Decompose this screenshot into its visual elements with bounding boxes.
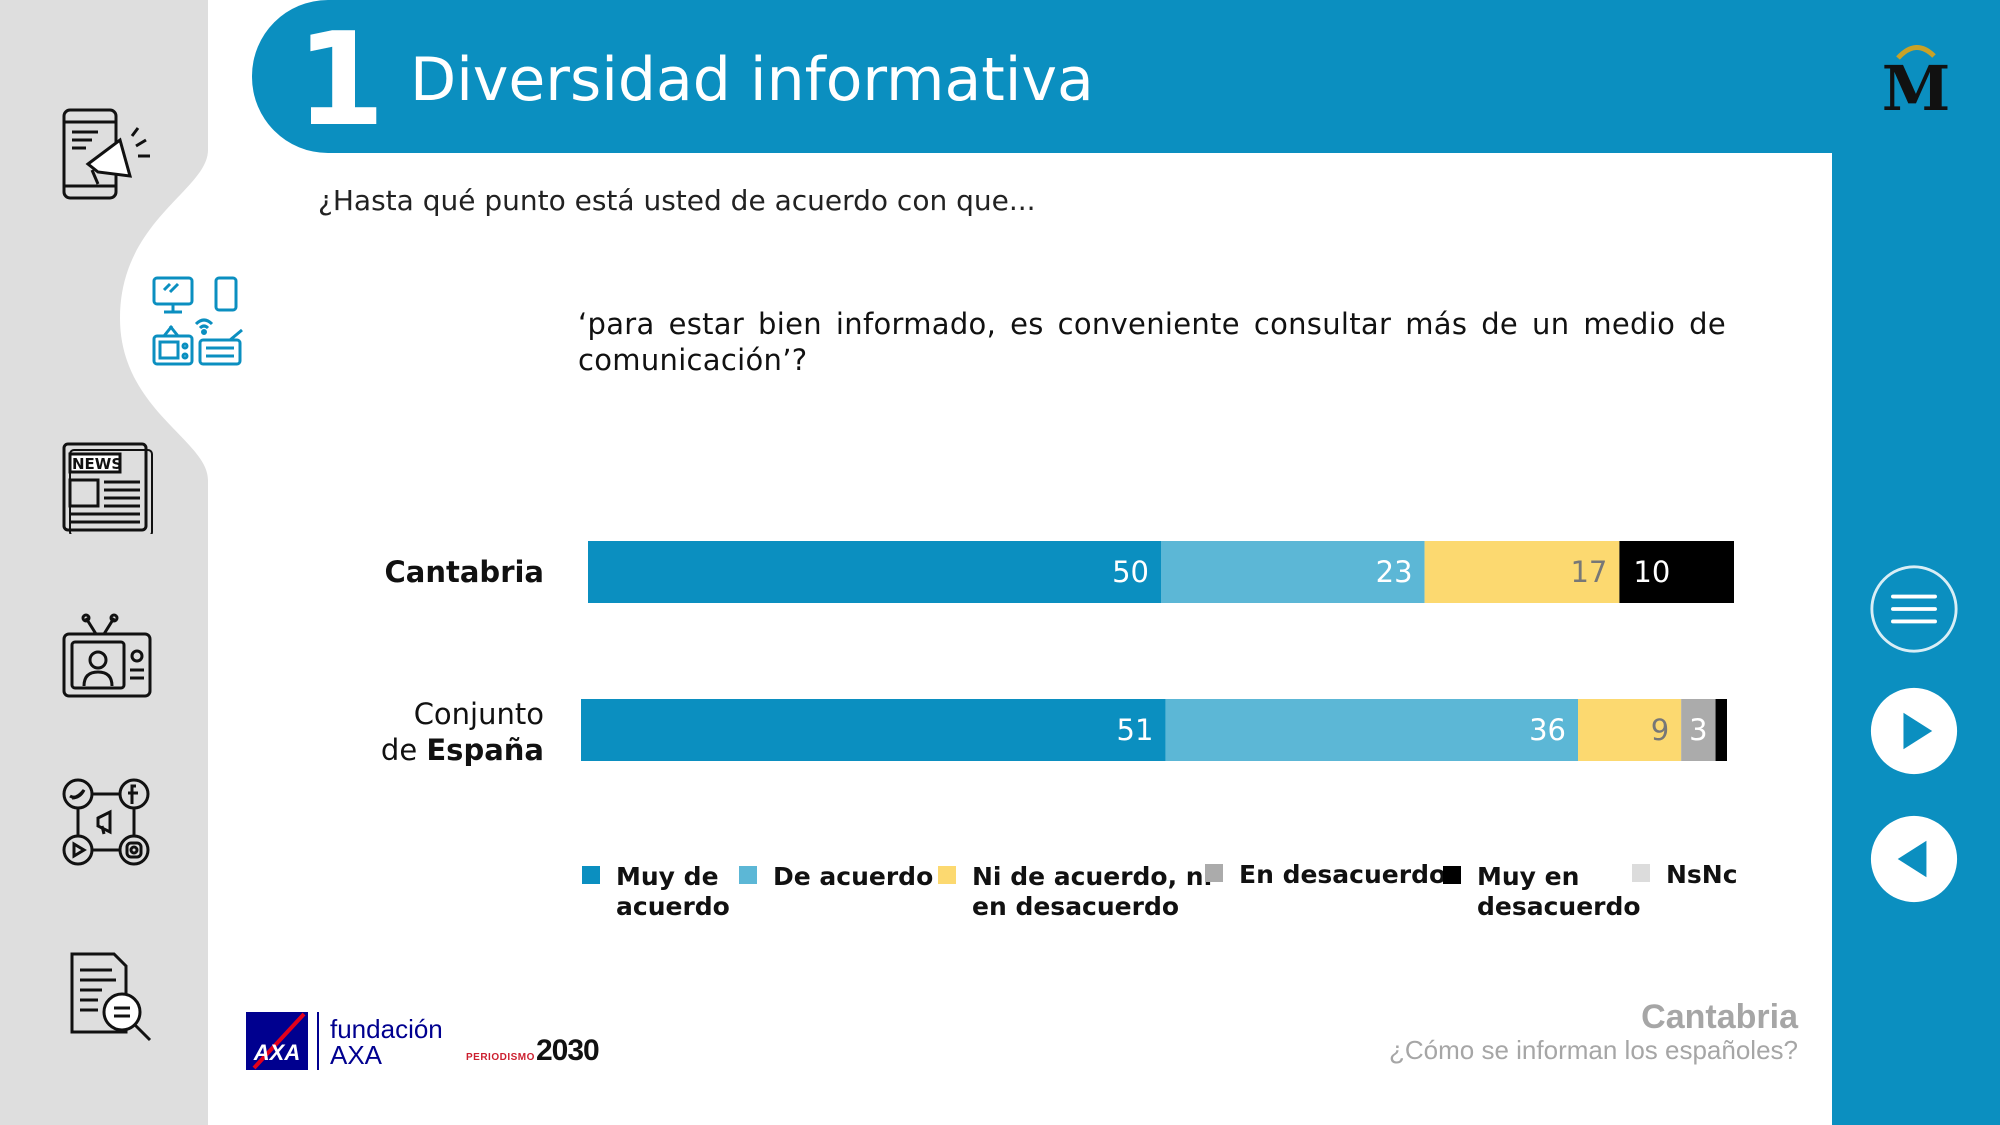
data-label-0-4: 10 — [1633, 555, 1670, 589]
legend-swatch — [582, 866, 600, 884]
legend-label: De acuerdo — [773, 862, 933, 892]
phone-megaphone-icon[interactable] — [58, 106, 154, 202]
data-label-1-3: 3 — [1689, 713, 1707, 747]
right-band — [1832, 0, 2000, 1125]
section-number: 1 — [296, 6, 386, 155]
legend-label-line: Ni de acuerdo, ni — [972, 862, 1213, 891]
row-label-part: de — [380, 733, 427, 767]
legend-label-line: NsNc — [1666, 860, 1738, 889]
question-intro: ¿Hasta qué punto está usted de acuerdo c… — [318, 184, 1036, 217]
data-label-0-0: 50 — [1112, 555, 1149, 589]
bar-segment-0-0 — [588, 541, 1161, 603]
legend-label: Muy en desacuerdo — [1477, 862, 1641, 922]
previous-button[interactable] — [1869, 814, 1959, 904]
news-icon-text: NEWS — [72, 455, 122, 473]
row-label-part: España — [426, 733, 544, 767]
footer-region: Cantabria — [1641, 998, 1798, 1036]
legend-swatch — [938, 866, 956, 884]
row-label-line: Cantabria — [385, 554, 545, 590]
legend-label: En desacuerdo — [1239, 860, 1446, 890]
legend-label-line: en desacuerdo — [972, 892, 1180, 921]
legend-label-line: Muy de — [616, 862, 719, 891]
bar-segment-1-4 — [1715, 699, 1727, 761]
legend-label-line: Muy en — [1477, 862, 1580, 891]
legend-swatch — [1443, 866, 1461, 884]
bar-segment-0-4 — [1619, 541, 1734, 603]
legend-swatch — [739, 866, 757, 884]
row-label-part: Cantabria — [384, 555, 545, 589]
data-label-0-1: 23 — [1376, 555, 1413, 589]
bar-segment-1-0 — [581, 699, 1166, 761]
legend-label: NsNc — [1666, 860, 1738, 890]
bar-segment-1-1 — [1165, 699, 1579, 761]
legend-label-line: acuerdo — [616, 892, 730, 921]
brand-logo-text: M — [1882, 52, 1950, 116]
data-label-0-2: 17 — [1570, 555, 1607, 589]
row-label-line: Conjunto — [381, 696, 544, 732]
legend-label-line: En desacuerdo — [1239, 860, 1447, 889]
periodismo-text: PERIODISMO — [466, 1052, 535, 1063]
tv-presenter-icon[interactable] — [60, 608, 154, 702]
fundacion-line-2: AXA — [330, 1040, 383, 1070]
footer-subtitle: ¿Cómo se informan los españoles? — [1389, 1035, 1798, 1065]
devices-icon[interactable] — [150, 274, 246, 370]
brand-logo[interactable]: M — [1882, 40, 1950, 116]
row-label-cantabria: Cantabria — [385, 554, 545, 590]
data-label-1-0: 51 — [1117, 713, 1154, 747]
legend-label: Ni de acuerdo, ni en desacuerdo — [972, 862, 1212, 922]
data-label-1-1: 36 — [1529, 713, 1566, 747]
menu-button[interactable] — [1869, 564, 1959, 654]
data-label-1-2: 9 — [1651, 713, 1669, 747]
fundacion-axa-text: fundación AXA — [330, 1016, 443, 1068]
row-label-part: Conjunto — [413, 697, 544, 731]
previous-icon — [1897, 840, 1927, 878]
logo-divider — [317, 1012, 319, 1070]
bar-segment-1-2 — [1578, 699, 1682, 761]
periodismo-year: 2030 — [536, 1034, 600, 1067]
legend-swatch — [1632, 864, 1650, 882]
bar-segment-0-2 — [1424, 541, 1620, 603]
row-label-espana: Conjunto de España — [381, 696, 544, 768]
question-text: ‘para estar bien informado, es convenien… — [578, 307, 1726, 377]
fundacion-line-1: fundación — [330, 1014, 443, 1044]
legend-label-line: desacuerdo — [1477, 892, 1641, 921]
axa-logo-text: AXA — [253, 1040, 300, 1065]
bar-segment-0-1 — [1161, 541, 1425, 603]
newspaper-icon[interactable]: NEWS — [60, 440, 154, 534]
row-label-line: de España — [381, 732, 544, 768]
axa-logo[interactable]: AXA — [246, 1012, 308, 1070]
social-media-icon[interactable] — [60, 776, 154, 870]
legend-label-line: De acuerdo — [773, 862, 934, 891]
page-title: Diversidad informativa — [410, 45, 1094, 115]
document-search-icon[interactable] — [62, 950, 156, 1044]
next-icon — [1903, 712, 1933, 750]
legend-swatch — [1205, 864, 1223, 882]
header-bar — [252, 0, 2000, 153]
menu-icon — [1891, 594, 1937, 624]
next-button[interactable] — [1869, 686, 1959, 776]
legend-label: Muy de acuerdo — [616, 862, 730, 922]
bar-segment-1-3 — [1681, 699, 1716, 761]
